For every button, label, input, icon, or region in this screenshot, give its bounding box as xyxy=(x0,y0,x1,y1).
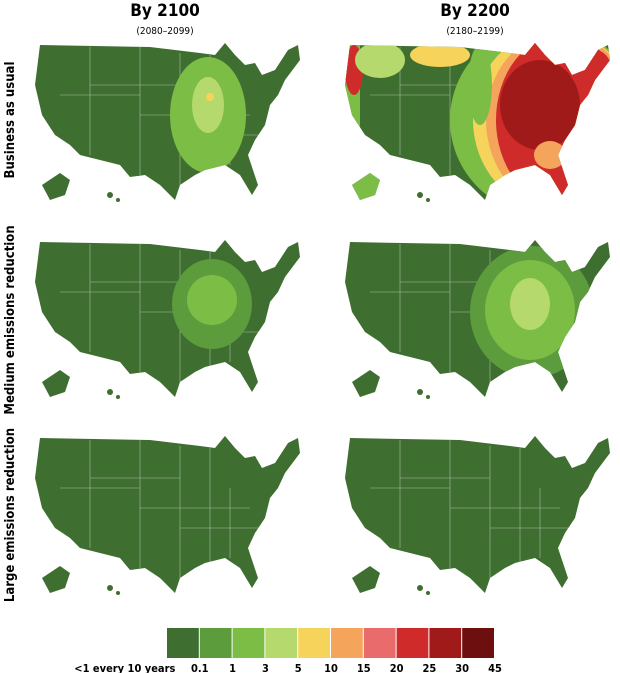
legend-label: 1 xyxy=(229,662,236,673)
legend-label: 30 xyxy=(455,662,469,673)
column-title: By 2200 xyxy=(440,1,510,21)
legend-swatch xyxy=(199,628,232,658)
legend-swatch xyxy=(265,628,298,658)
legend-swatch xyxy=(396,628,429,658)
legend-label: 0.1 xyxy=(191,662,209,673)
column-subtitle: (2080–2099) xyxy=(136,26,193,37)
legend-swatch xyxy=(331,628,363,658)
column-title: By 2100 xyxy=(130,1,200,21)
map xyxy=(35,240,300,399)
legend-label: 3 xyxy=(262,662,269,673)
legend-label: 45 xyxy=(488,662,502,673)
legend-swatch xyxy=(429,628,462,658)
map xyxy=(35,43,300,202)
legend-swatch xyxy=(462,628,494,658)
row-label: Large emissions reduction xyxy=(3,428,18,602)
row-label: Business as usual xyxy=(3,62,18,179)
legend-label: 20 xyxy=(390,662,404,673)
legend-label: 5 xyxy=(295,662,302,673)
legend-swatch xyxy=(232,628,265,658)
row-label: Medium emissions reduction xyxy=(3,225,18,414)
map xyxy=(340,25,620,215)
legend-label: 10 xyxy=(324,662,338,673)
map xyxy=(345,436,610,595)
legend-label: 15 xyxy=(357,662,371,673)
legend-swatch xyxy=(167,628,199,658)
legend: <1 every 10 years 0.1 1 3 5 10 15 20 25 30 45 xyxy=(74,628,502,673)
legend-label: <1 every 10 years xyxy=(74,662,175,673)
legend-swatch xyxy=(298,628,330,658)
column-subtitle: (2180–2199) xyxy=(446,26,503,37)
map xyxy=(35,436,300,595)
map xyxy=(345,240,610,399)
legend-swatch xyxy=(363,628,396,658)
legend-label: 25 xyxy=(423,662,437,673)
